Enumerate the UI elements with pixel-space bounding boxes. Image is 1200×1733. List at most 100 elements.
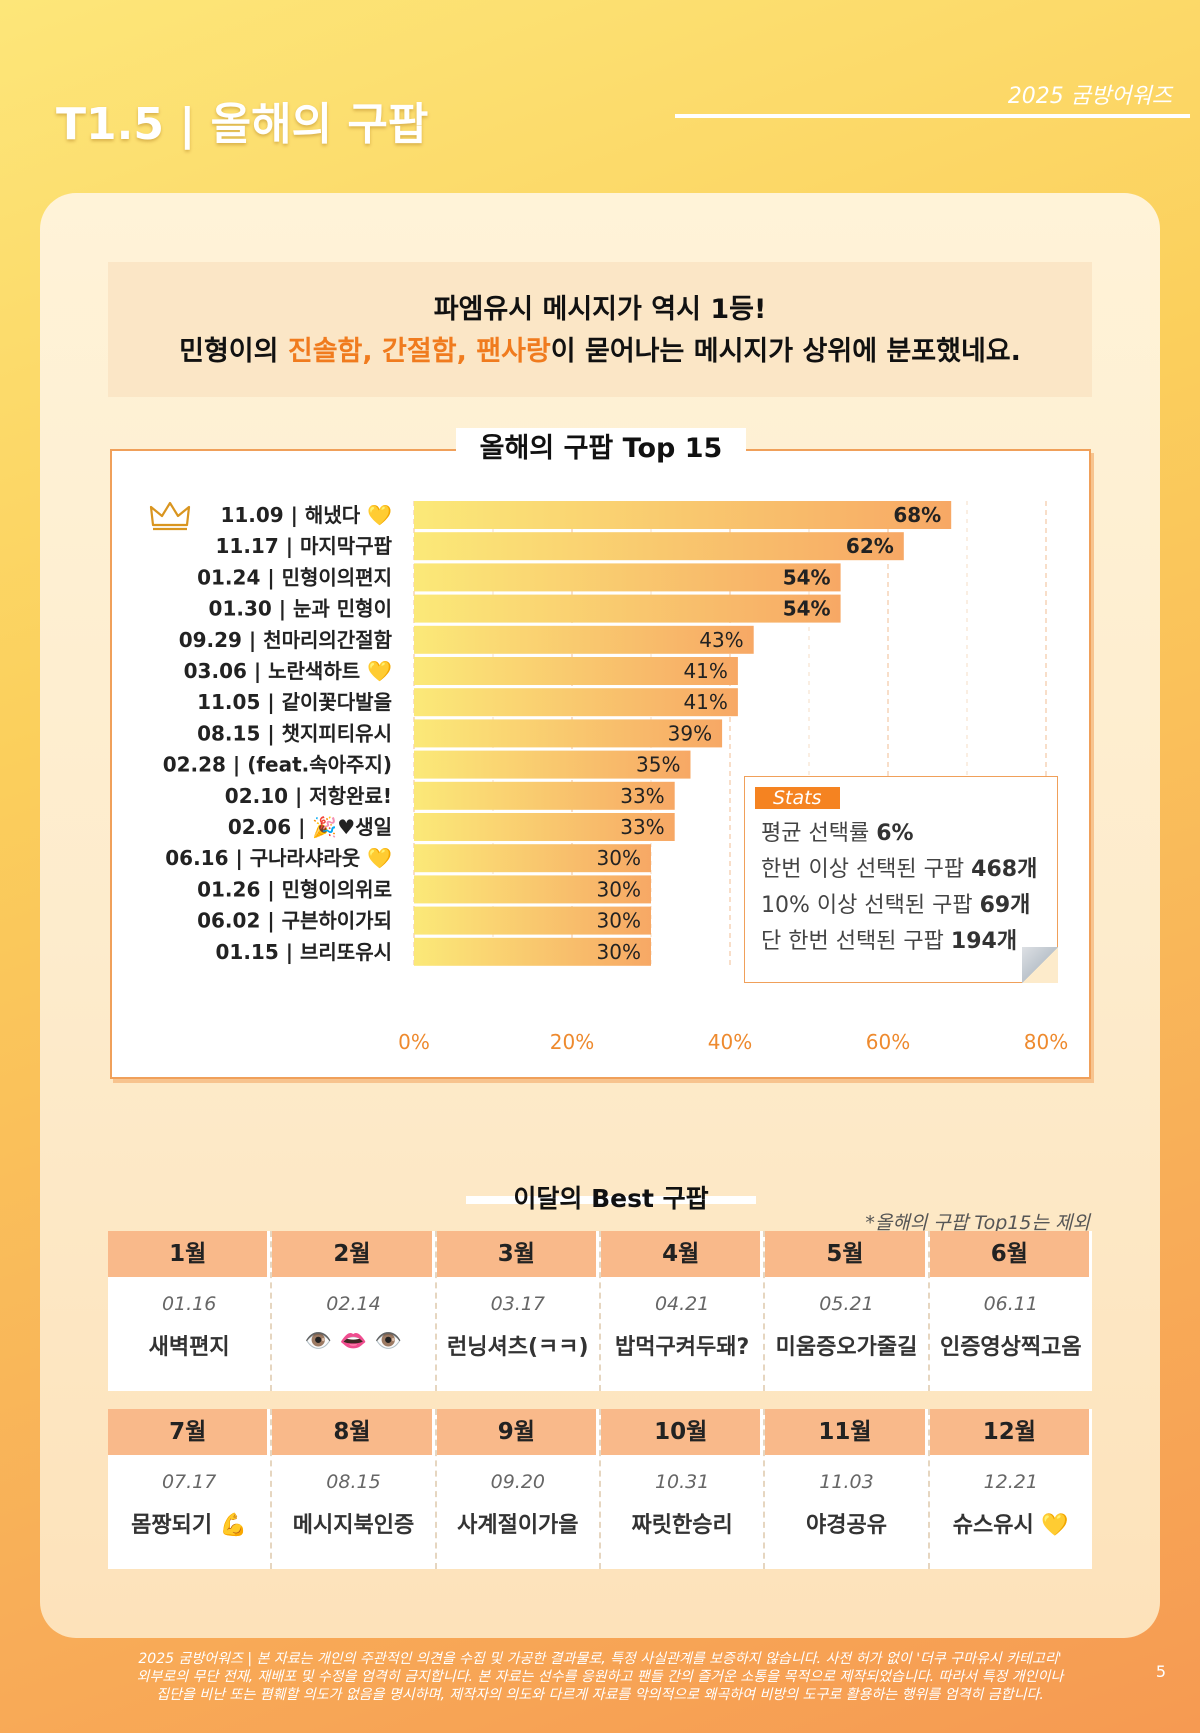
month-date: 08.15 — [326, 1471, 381, 1493]
bar-value-label: 30% — [597, 909, 641, 933]
bar-value-label: 30% — [597, 877, 641, 901]
stats-line: 평균 선택률 6% — [761, 821, 914, 846]
disclaimer-line: 2025 굼방어워즈 | 본 자료는 개인의 주관적인 의견을 수집 및 가공한… — [138, 1651, 1062, 1667]
month-song: 인증영상찍고옴 — [939, 1335, 1082, 1360]
month-header: 9월 — [436, 1409, 599, 1455]
crown-icon — [149, 501, 191, 527]
month-date: 11.03 — [819, 1471, 874, 1493]
month-song: 사계절이가을 — [457, 1513, 579, 1538]
month-date: 05.21 — [819, 1293, 874, 1315]
bar — [414, 719, 723, 748]
month-song: 슈스유시 💛 — [952, 1513, 1069, 1538]
bar-value-label: 54% — [783, 597, 831, 621]
month-header: 11월 — [765, 1409, 928, 1455]
bar-value-label: 35% — [636, 753, 680, 777]
month-song: 짜릿한승리 — [631, 1513, 733, 1538]
summary-box: 파엠유시 메시지가 역시 1등! 민형이의 진솔함, 간절함, 팬사랑이 묻어나… — [108, 262, 1092, 397]
month-header: 7월 — [108, 1409, 271, 1455]
month-cell: 9월 09.20 사계절이가을 — [434, 1409, 599, 1569]
month-song: 런닝셔츠(ㅋㅋ) — [447, 1335, 589, 1360]
month-song: 밥먹구켜두돼? — [615, 1335, 750, 1360]
month-date: 06.11 — [983, 1293, 1038, 1315]
month-song: 메시지북인증 — [292, 1513, 415, 1538]
month-date: 02.14 — [326, 1293, 381, 1315]
month-header: 10월 — [600, 1409, 764, 1455]
summary-line-2: 민형이의 진솔함, 간절함, 팬사랑이 묻어나는 메시지가 상위에 분포했네요. — [179, 336, 1021, 367]
month-song: 몸짱되기 💪 — [131, 1513, 248, 1538]
month-header: 3월 — [436, 1231, 599, 1277]
stats-line: 한번 이상 선택된 구팝 468개 — [761, 857, 1038, 882]
month-song: 미움증오가줄길 — [775, 1335, 918, 1360]
month-header: 2월 — [272, 1231, 435, 1277]
month-cell: 11월 11.03 야경공유 — [763, 1409, 928, 1569]
x-tick-label: 40% — [708, 1030, 752, 1054]
bar-category-label: 01.24 | 민형이의편지 — [197, 565, 392, 589]
bar-category-label: 01.26 | 민형이의위로 — [197, 877, 392, 901]
bar — [414, 625, 754, 654]
summary-line-1: 파엠유시 메시지가 역시 1등! — [433, 294, 767, 325]
month-cell: 5월 05.21 미움증오가줄길 — [763, 1231, 928, 1391]
bar — [414, 937, 651, 966]
bar — [414, 906, 651, 935]
bar-value-label: 41% — [683, 690, 727, 714]
bar — [414, 501, 952, 529]
bar — [414, 688, 738, 717]
month-header: 1월 — [108, 1231, 271, 1277]
bar-category-label: 08.15 | 챗지피티유시 — [197, 721, 392, 745]
month-cell: 7월 07.17 몸짱되기 💪 — [108, 1409, 271, 1569]
bar-value-label: 54% — [783, 565, 831, 589]
summary-highlight: 진솔함, 간절함, 팬사랑 — [287, 336, 551, 367]
bar-value-label: 68% — [893, 503, 941, 527]
month-cell: 10월 10.31 짜릿한승리 — [598, 1409, 764, 1569]
bar — [414, 781, 675, 810]
month-date: 07.17 — [161, 1471, 217, 1493]
bar — [414, 813, 675, 841]
bar-category-label: 02.10 | 저항완료! — [225, 784, 392, 808]
month-cell: 6월 06.11 인증영상찍고옴 — [927, 1231, 1092, 1391]
month-row-1: 1월 01.16 새벽편지 2월 02.14 👁️ 👄 👁️ 3월 03.17 런닝셔츠(ㅋ… — [108, 1231, 1092, 1391]
chart-box: 0% 20% 40% 60% 80% 68% 11.09 | 해냈다 💛 62% 11.17 |… — [110, 449, 1091, 1079]
brand-divider — [675, 114, 1190, 118]
bar — [414, 875, 651, 904]
disclaimer-line: 외부로의 무단 전재, 재배포 및 수정을 엄격히 금지합니다. 본 자료는 선… — [136, 1669, 1064, 1685]
bar-category-label: 06.16 | 구나라샤라웃 💛 — [165, 846, 392, 870]
month-header: 8월 — [272, 1409, 435, 1455]
x-tick-label: 0% — [398, 1030, 430, 1054]
bar-value-label: 33% — [620, 784, 664, 808]
month-header: 5월 — [765, 1231, 928, 1277]
bar-category-label: 01.15 | 브리또유시 — [216, 940, 393, 964]
disclaimer-footer: 2025 굼방어워즈 | 본 자료는 개인의 주관적인 의견을 수집 및 가공한… — [90, 1650, 1110, 1704]
bar-value-label: 41% — [683, 659, 727, 683]
bar-value-label: 30% — [597, 846, 641, 870]
page-fold-icon — [1022, 947, 1058, 983]
month-song: 새벽편지 — [148, 1335, 230, 1360]
month-cell: 2월 02.14 👁️ 👄 👁️ — [270, 1231, 435, 1391]
month-date: 01.16 — [161, 1293, 217, 1315]
top15-bar-chart: 0% 20% 40% 60% 80% 68% 11.09 | 해냈다 💛 62% 11.17 |… — [149, 501, 1068, 1054]
bar — [414, 594, 841, 623]
bar-value-label: 43% — [699, 628, 743, 652]
month-header: 6월 — [929, 1231, 1092, 1277]
bar-value-label: 39% — [668, 721, 712, 745]
best-section-title: 이달의 Best 구팝 — [513, 1184, 709, 1213]
month-cell: 12월 12.21 슈스유시 💛 — [927, 1409, 1092, 1569]
page-number: 5 — [1155, 1662, 1166, 1681]
bar-category-label: 11.05 | 같이꽃다발을 — [197, 690, 392, 714]
month-date: 04.21 — [654, 1293, 710, 1315]
month-date: 12.21 — [983, 1471, 1038, 1493]
bar — [414, 657, 738, 685]
month-cell: 4월 04.21 밥먹구켜두돼? — [598, 1231, 764, 1391]
month-song: 👁️ 👄 👁️ — [304, 1329, 403, 1354]
bar-category-label: 02.28 | (feat.속아주지) — [163, 753, 392, 777]
bar-category-label: 06.02 | 구븐하이가되 — [197, 909, 392, 933]
bar-value-label: 30% — [597, 940, 641, 964]
bar — [414, 532, 904, 561]
x-tick-label: 80% — [1024, 1030, 1068, 1054]
bar-category-label: 02.06 | 🎉♥생일 — [228, 815, 392, 839]
stats-tag: Stats — [755, 787, 840, 809]
stats-line: 단 한번 선택된 구팝 194개 — [761, 929, 1018, 954]
bar-value-label: 62% — [846, 534, 894, 558]
month-cell: 3월 03.17 런닝셔츠(ㅋㅋ) — [434, 1231, 599, 1391]
bar-category-label: 03.06 | 노란색하트 💛 — [184, 659, 392, 683]
brand-label: 2025 굼방어워즈 — [1007, 84, 1172, 109]
